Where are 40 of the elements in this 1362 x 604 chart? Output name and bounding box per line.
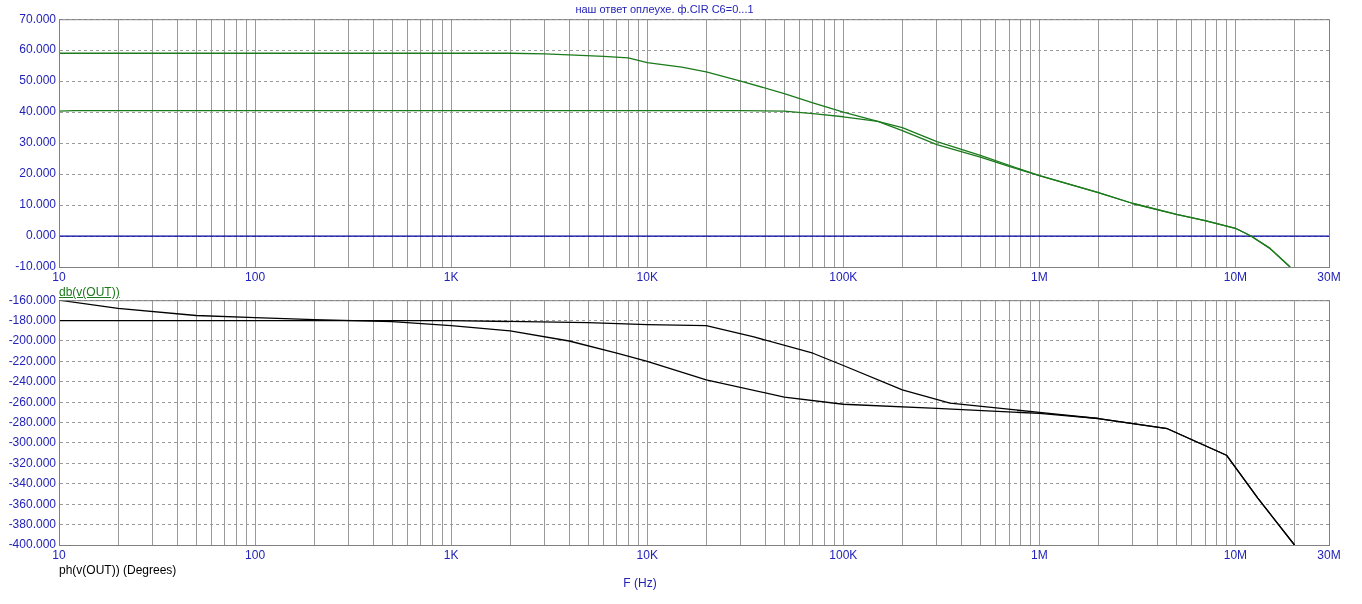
- y-tick-label: -180.000: [8, 312, 57, 327]
- y-tick-label: -360.000: [8, 496, 57, 511]
- y-tick-label: 30.000: [19, 135, 57, 150]
- x-tick-label: 100: [245, 269, 266, 284]
- x-tick-label: 10M: [1223, 547, 1248, 562]
- x-axis-title: F (Hz): [622, 576, 658, 590]
- y-tick-label: -160.000: [8, 292, 57, 307]
- y-tick-label: 20.000: [19, 166, 57, 181]
- y-tick-label: 50.000: [19, 73, 57, 88]
- y-tick-label: 70.000: [19, 11, 57, 26]
- text: ph(v(OUT)) (Degrees): [59, 563, 177, 577]
- y-tick-label: 0.000: [25, 228, 57, 243]
- text: db(v(OUT)): [59, 285, 120, 299]
- x-tick-label: 1M: [1031, 547, 1048, 562]
- x-tick-label: 10K: [636, 269, 658, 284]
- chart-title: наш ответ оплеухе. ф.CIR C6=0...1: [575, 2, 754, 15]
- y-tick-label: -200.000: [8, 333, 57, 348]
- y-tick-label: 40.000: [19, 104, 57, 119]
- x-tick-label: 1M: [1031, 269, 1048, 284]
- x-tick-label: 10: [52, 269, 66, 284]
- y-tick-label: -300.000: [8, 435, 57, 450]
- y-tick-label: -320.000: [8, 455, 57, 470]
- x-tick-label: 1K: [443, 269, 459, 284]
- x-tick-label: 1K: [443, 547, 459, 562]
- x-tick-label: 10: [52, 547, 66, 562]
- y-tick-label: -380.000: [8, 516, 57, 531]
- y-tick-label: -240.000: [8, 374, 57, 389]
- x-tick-label: 100: [245, 547, 266, 562]
- y-tick-label: -260.000: [8, 394, 57, 409]
- x-tick-label: 30M: [1317, 547, 1341, 562]
- x-tick-label: 10K: [636, 547, 658, 562]
- y-tick-label: -340.000: [8, 476, 57, 491]
- y-tick-label: 60.000: [19, 42, 57, 57]
- x-tick-label: 100K: [829, 547, 858, 562]
- x-tick-label: 10M: [1223, 269, 1248, 284]
- x-tick-label: 30M: [1317, 269, 1341, 284]
- y-tick-label: 10.000: [19, 197, 57, 212]
- y-tick-label: -280.000: [8, 414, 57, 429]
- y-tick-label: -220.000: [8, 353, 57, 368]
- x-tick-label: 100K: [829, 269, 858, 284]
